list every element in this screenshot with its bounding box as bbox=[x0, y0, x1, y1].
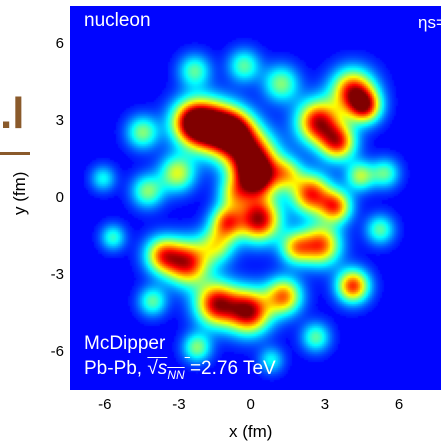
y-tick-label: -6 bbox=[50, 342, 64, 360]
y-tick-label: -3 bbox=[50, 265, 64, 283]
label-sqrt-s-main: √s bbox=[147, 358, 168, 379]
x-tick-label: 0 bbox=[246, 396, 255, 413]
x-tick-label: 6 bbox=[394, 396, 404, 413]
heatmap-canvas bbox=[70, 6, 441, 390]
y-tick-label: 6 bbox=[55, 35, 64, 53]
x-tick-label: -6 bbox=[98, 396, 112, 413]
x-tick-label: 3 bbox=[320, 396, 330, 413]
heatmap-plot-area: nucleon ηs= McDipper Pb-Pb, √sNN =2.76 T… bbox=[70, 6, 441, 390]
y-tick-label: 3 bbox=[55, 112, 64, 130]
label-eta-s: ηs= bbox=[418, 13, 441, 32]
y-axis-title: y (fm) bbox=[10, 171, 29, 215]
label-nucleon: nucleon bbox=[84, 10, 151, 31]
x-tick-label: -3 bbox=[172, 396, 186, 413]
label-system: Pb-Pb, bbox=[84, 358, 143, 379]
label-model: McDipper bbox=[84, 333, 166, 354]
label-sqrt-s: √sNN bbox=[147, 358, 190, 382]
label-collision-system: Pb-Pb, √sNN =2.76 TeV bbox=[84, 358, 276, 382]
cropped-decoration: .l bbox=[0, 89, 25, 138]
y-tick-label: 0 bbox=[55, 189, 64, 206]
x-axis-title: x (fm) bbox=[229, 422, 273, 441]
label-energy: =2.76 TeV bbox=[189, 358, 276, 379]
cropped-decoration-rule bbox=[0, 152, 30, 155]
label-sqrt-s-sub: NN bbox=[167, 367, 185, 382]
